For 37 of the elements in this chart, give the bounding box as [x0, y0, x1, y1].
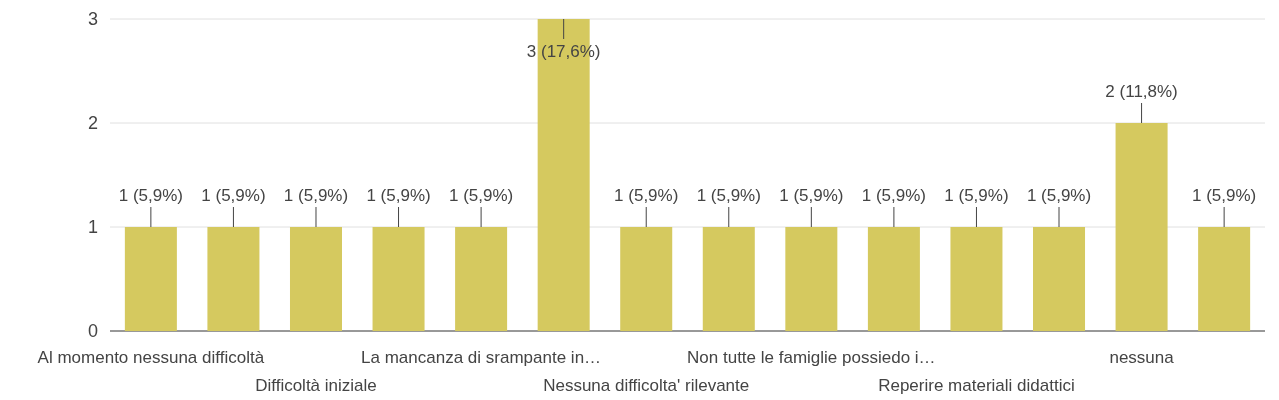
x-tick-label: nessuna	[1109, 348, 1175, 367]
bar	[372, 227, 425, 331]
data-label: 1 (5,9%)	[614, 186, 679, 205]
data-label: 1 (5,9%)	[779, 186, 844, 205]
bar	[950, 227, 1003, 331]
data-label: 1 (5,9%)	[944, 186, 1009, 205]
x-tick-label: Nessuna difficolta' rilevante	[543, 376, 750, 395]
bar	[1198, 227, 1251, 331]
data-label: 1 (5,9%)	[118, 186, 183, 205]
data-label: 2 (11,8%)	[1105, 82, 1178, 101]
y-tick-label: 1	[87, 217, 98, 237]
x-tick-label: Non tutte le famiglie possiedo i…	[687, 348, 936, 367]
y-tick-label: 3	[87, 9, 98, 29]
x-tick-label: Reperire materiali didattici	[878, 376, 1075, 395]
data-label: 1 (5,9%)	[696, 186, 761, 205]
data-label: 1 (5,9%)	[201, 186, 266, 205]
data-label: 1 (5,9%)	[1192, 186, 1257, 205]
y-tick-label: 0	[87, 321, 98, 341]
bar	[1115, 123, 1168, 331]
bar	[620, 227, 673, 331]
data-label: 1 (5,9%)	[283, 186, 349, 205]
bar	[867, 227, 920, 331]
data-label: 1 (5,9%)	[861, 186, 927, 205]
data-label: 1 (5,9%)	[366, 186, 431, 205]
x-tick-label: Al momento nessuna difficoltà	[37, 348, 265, 367]
bar	[207, 227, 260, 331]
bar	[124, 227, 177, 331]
x-tick-label: La mancanza di srampante in…	[361, 348, 602, 367]
bar	[702, 227, 755, 331]
bar	[785, 227, 838, 331]
bar	[1033, 227, 1086, 331]
data-label: 1 (5,9%)	[1026, 186, 1092, 205]
bar	[455, 227, 508, 331]
x-tick-label: Difficoltà iniziale	[255, 376, 377, 395]
data-label: 1 (5,9%)	[448, 186, 514, 205]
y-tick-label: 2	[87, 113, 98, 133]
bar	[289, 227, 342, 331]
